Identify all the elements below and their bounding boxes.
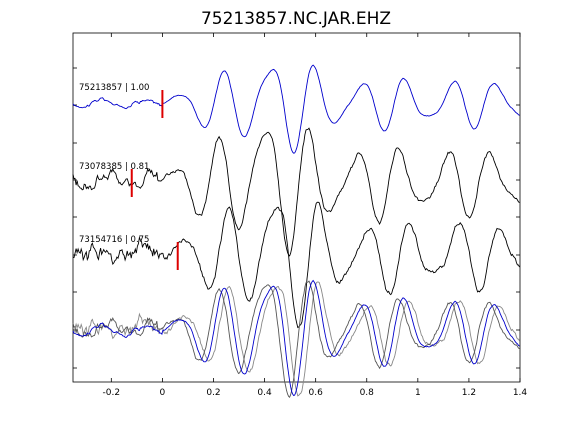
- trace-line: [72, 64, 520, 154]
- x-tick-label: 1.4: [513, 388, 528, 398]
- plot-frame: [72, 32, 521, 383]
- x-tick-label: -0.2: [103, 388, 121, 398]
- stack-overlay: [72, 279, 520, 398]
- chart-title: 75213857.NC.JAR.EHZ: [201, 9, 391, 29]
- x-tick-label: 0.4: [257, 388, 272, 398]
- x-tick-label: 1: [415, 388, 421, 398]
- x-tick-label: 1.2: [462, 388, 476, 398]
- x-axis: -0.2 0 0.2 0.4 0.6 0.8 1 1.2 1.4: [103, 33, 528, 398]
- x-tick-label: 0.6: [308, 388, 323, 398]
- trace-line: [72, 201, 520, 329]
- y-axis: [73, 67, 520, 369]
- stack-trace-line: [72, 280, 520, 398]
- stack-trace-line: [72, 281, 520, 397]
- x-tick-label: 0.8: [360, 388, 375, 398]
- trace-line: [72, 127, 520, 257]
- trace-label: 73154716 | 0.75: [79, 235, 149, 245]
- trace-label: 75213857 | 1.00: [79, 83, 149, 93]
- x-tick-label: 0.2: [206, 388, 220, 398]
- x-tick-label: 0: [160, 388, 166, 398]
- trace-labels: 75213857 | 1.00 73078385 | 0.81 73154716 |…: [79, 83, 149, 245]
- trace-label: 73078385 | 0.81: [79, 162, 149, 172]
- stack-trace-line: [72, 279, 520, 397]
- trace-group: [72, 64, 520, 329]
